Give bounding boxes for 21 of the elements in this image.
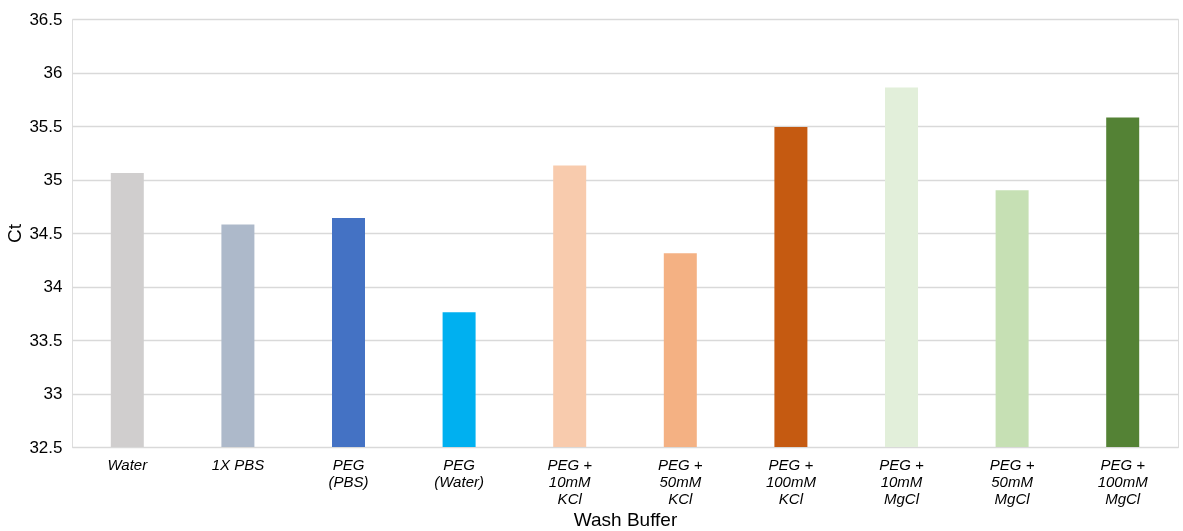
x-tick-label: PEG + 50mM KCl bbox=[658, 455, 703, 507]
y-tick-label: 33 bbox=[43, 384, 63, 403]
y-axis-title: Ct bbox=[4, 223, 26, 243]
x-tick-label: PEG (Water) bbox=[434, 455, 484, 490]
x-axis-title: Wash Buffer bbox=[573, 508, 678, 530]
x-tick-label: PEG + 50mM MgCl bbox=[989, 455, 1035, 507]
y-tick-label: 32.5 bbox=[29, 437, 63, 457]
x-tick-label: PEG + 100mM MgCl bbox=[1097, 455, 1149, 507]
y-tick-label: 34.5 bbox=[29, 223, 63, 243]
y-tick-label: 34 bbox=[43, 277, 63, 296]
x-tick-label: PEG + 10mM KCl bbox=[547, 455, 593, 507]
y-tick-label: 36 bbox=[43, 63, 63, 82]
y-tick-label: 35 bbox=[43, 170, 63, 189]
x-tick-label: Water bbox=[107, 455, 149, 473]
y-tick-label: 35.5 bbox=[29, 116, 63, 136]
x-tick-label: 1X PBS bbox=[211, 455, 265, 473]
x-tick-label: PEG + 100mM KCl bbox=[765, 455, 817, 507]
x-tick-label: PEG + 10mM MgCl bbox=[879, 455, 925, 507]
y-tick-label: 33.5 bbox=[29, 330, 63, 350]
x-tick-label: PEG (PBS) bbox=[328, 455, 369, 490]
y-tick-label: 36.5 bbox=[29, 9, 63, 29]
